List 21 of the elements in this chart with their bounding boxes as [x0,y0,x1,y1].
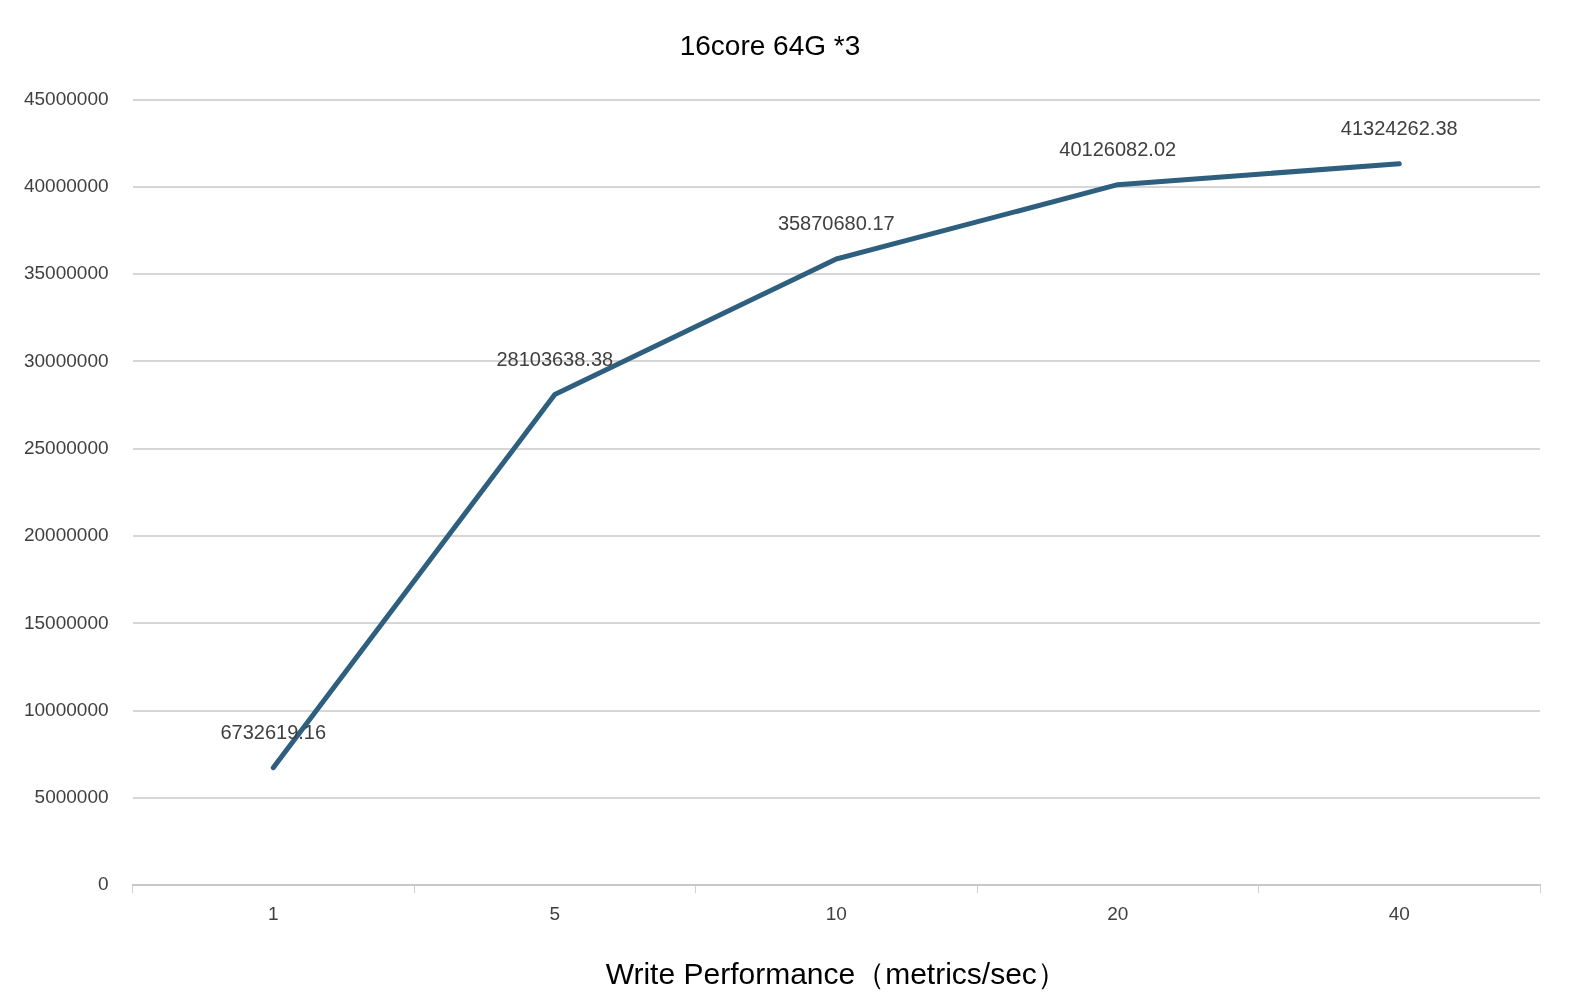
y-tick-label: 25000000 [23,436,109,458]
y-tick-label: 15000000 [23,611,109,633]
data-label: 41324262.38 [1340,117,1458,140]
y-tick-label: 5000000 [34,786,109,808]
y-tick-label: 0 [97,873,109,895]
y-tick-label: 45000000 [23,87,109,109]
chart-title: 16core 64G *3 [679,29,861,61]
x-tick-label: 40 [1388,902,1410,924]
x-tick-label: 1 [267,902,279,924]
data-label: 28103638.38 [496,348,614,371]
data-label: 40126082.02 [1059,138,1177,161]
y-tick-label: 20000000 [23,524,109,546]
y-tick-label: 40000000 [23,175,109,197]
y-tick-label: 10000000 [23,698,109,720]
x-tick-label: 5 [549,902,561,924]
x-axis-title: Write Performance（metrics/sec） [605,957,1067,991]
x-tick-label: 10 [825,902,847,924]
x-tick-label: 20 [1107,902,1129,924]
y-tick-label: 30000000 [23,349,109,371]
y-tick-label: 35000000 [23,262,109,284]
data-label: 35870680.17 [777,212,895,235]
